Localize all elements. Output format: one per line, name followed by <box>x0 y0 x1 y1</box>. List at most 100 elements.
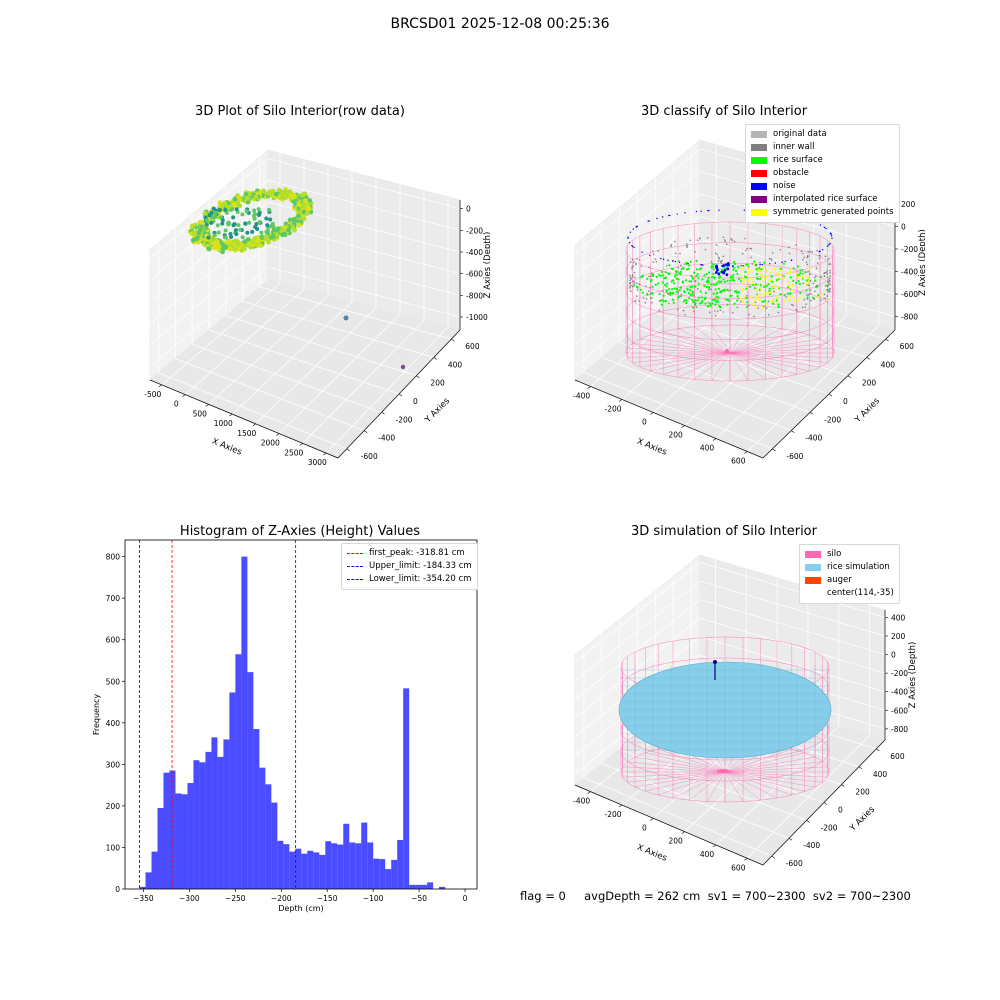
raw-point <box>263 235 269 241</box>
x-tick-label: -400 <box>573 392 590 401</box>
noise-point <box>669 214 671 217</box>
histogram-bar <box>253 729 260 889</box>
inner-wall-point <box>802 252 804 255</box>
inner-wall-point <box>632 285 634 288</box>
noise-point <box>627 237 629 239</box>
raw-point <box>225 204 231 210</box>
histogram-bar <box>367 842 374 889</box>
rice-surface-point <box>775 299 778 302</box>
histogram-bars <box>139 556 446 889</box>
inner-wall-point <box>729 289 732 292</box>
raw-point <box>209 220 214 225</box>
y-tick <box>398 393 403 397</box>
histogram-bar <box>379 859 386 889</box>
grid-z <box>267 244 461 296</box>
symmetric-point <box>761 276 764 279</box>
legend-label: original data <box>773 129 827 139</box>
symmetric-point <box>789 271 792 274</box>
rice-surface-point <box>672 282 676 285</box>
raw-point <box>191 230 197 236</box>
inner-wall-point <box>816 249 818 252</box>
z-tick-label: -400 <box>466 248 483 257</box>
raw-point <box>215 223 220 228</box>
silo-floor-spoke <box>658 748 726 773</box>
symmetric-point <box>759 287 762 290</box>
legend-entry: auger <box>805 574 894 587</box>
grid-z <box>574 562 701 663</box>
raw-point <box>211 245 217 251</box>
rice-surface-point <box>660 270 663 273</box>
raw-point <box>213 215 218 220</box>
silo-floor-spoke <box>729 334 810 354</box>
inner-wall-point <box>803 298 806 301</box>
inner-wall-point <box>744 249 747 252</box>
rice-surface-point <box>657 273 660 276</box>
inner-wall-point <box>790 303 793 306</box>
noise-point <box>742 265 744 267</box>
inner-wall-point <box>825 271 827 274</box>
y-axis-label: Y Axies <box>847 804 877 834</box>
legend-swatch <box>751 144 767 151</box>
x-tick-label: 2500 <box>284 448 303 457</box>
rice-surface-point <box>690 280 693 283</box>
inner-wall-point <box>667 292 670 295</box>
rice-surface-point <box>694 301 697 305</box>
raw-point <box>190 237 196 243</box>
raw-point <box>230 206 235 211</box>
legend-entry: inner wall <box>751 141 894 154</box>
raw-point <box>299 192 305 198</box>
rice-surface-point <box>724 298 728 301</box>
grid-z <box>149 158 269 259</box>
x-axis-label: X Axies <box>210 437 243 458</box>
symmetric-point <box>767 279 770 282</box>
rice-surface-point <box>694 299 697 302</box>
noise-point <box>635 226 637 228</box>
silo-floor-spoke <box>724 771 778 799</box>
raw-point <box>217 208 222 213</box>
symmetric-point <box>755 305 758 308</box>
y-tick-label: 200 <box>106 802 121 811</box>
symmetric-point <box>742 281 745 284</box>
inner-wall-point <box>827 258 830 260</box>
y-tick-label: 100 <box>106 843 121 852</box>
silo-floor-spoke <box>627 352 731 359</box>
noise-point <box>714 271 718 274</box>
raw-point <box>233 228 238 233</box>
z-tick-label: -400 <box>901 268 918 277</box>
histogram-bar <box>295 848 302 889</box>
inner-wall-point <box>746 247 748 250</box>
rice-surface-point <box>824 284 827 287</box>
x-tick-label: 200 <box>669 837 684 846</box>
x-tick <box>299 443 303 446</box>
inner-wall-point <box>771 259 773 261</box>
rice-surface-point <box>699 290 702 293</box>
symmetric-point <box>763 277 766 281</box>
symmetric-point <box>772 299 775 302</box>
x-tick <box>323 452 327 456</box>
silo-floor-spoke <box>622 766 726 773</box>
inner-wall-point <box>819 299 822 302</box>
y-tick <box>788 837 793 841</box>
legend-entry: noise <box>751 180 894 193</box>
inner-wall-point <box>631 274 634 276</box>
raw-point <box>264 230 269 235</box>
noise-point <box>701 264 703 266</box>
z-tick-label: 200 <box>901 200 916 209</box>
inner-wall-point <box>824 255 827 258</box>
inner-wall-point <box>634 300 637 303</box>
grid-z <box>574 148 701 255</box>
raw-point <box>223 228 228 233</box>
y-tick-label: 200 <box>855 788 870 797</box>
rice-surface-point <box>745 305 749 308</box>
grid-z <box>574 193 701 300</box>
grid-y <box>673 297 867 358</box>
rice-surface-point <box>726 288 729 291</box>
y-tick <box>823 802 828 805</box>
noise-point <box>769 263 771 265</box>
inner-wall-point <box>633 271 636 274</box>
rice-surface-point <box>799 269 802 272</box>
inner-wall-point <box>658 309 661 312</box>
x-tick-label: -200 <box>604 405 621 414</box>
x-tick <box>744 451 748 454</box>
inner-wall-point <box>635 263 637 266</box>
